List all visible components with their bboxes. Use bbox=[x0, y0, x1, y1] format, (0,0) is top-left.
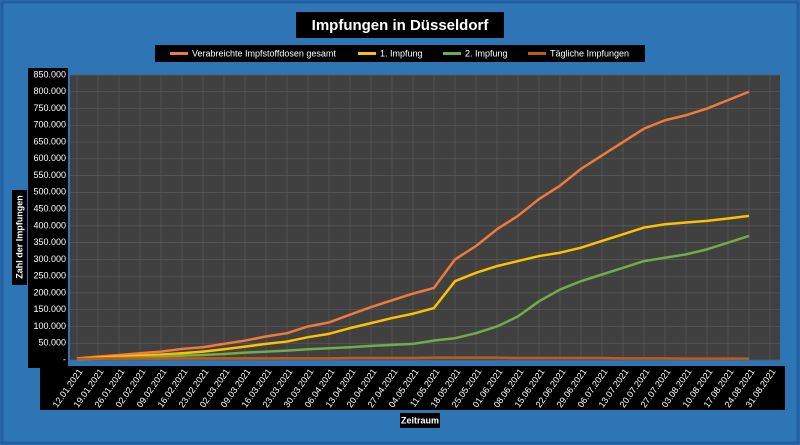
y-tick-label: 450.000 bbox=[33, 203, 66, 213]
y-tick-label: 300.000 bbox=[33, 254, 66, 264]
y-tick-label: - bbox=[63, 354, 66, 364]
y-label-box bbox=[12, 190, 27, 285]
series-line bbox=[76, 214, 750, 361]
y-tick-label: 600.000 bbox=[33, 153, 66, 163]
y-tick-label: 850.000 bbox=[33, 69, 66, 79]
y-axis-label: Zahl der Impfungen bbox=[14, 195, 24, 279]
legend-label: 2. Impfung bbox=[465, 48, 508, 58]
x-axis-band bbox=[40, 366, 785, 410]
series-line bbox=[76, 356, 749, 361]
y-tick-label: 250.000 bbox=[33, 271, 66, 281]
y-tick-label: 350.000 bbox=[33, 237, 66, 247]
y-tick-label: 50.000 bbox=[38, 338, 66, 348]
title-box bbox=[296, 12, 504, 38]
y-tick-label: 500.000 bbox=[33, 187, 66, 197]
y-axis-band bbox=[28, 68, 68, 368]
y-tick-label: 150.000 bbox=[33, 304, 66, 314]
legend-label: Tägliche Impfungen bbox=[550, 48, 629, 58]
y-tick-label: 100.000 bbox=[33, 321, 66, 331]
x-label-box bbox=[400, 413, 440, 428]
series-line bbox=[76, 234, 750, 361]
series-line bbox=[76, 90, 750, 360]
legend-label: 1. Impfung bbox=[380, 48, 423, 58]
y-tick-label: 800.000 bbox=[33, 86, 66, 96]
y-tick-label: 750.000 bbox=[33, 103, 66, 113]
y-tick-label: 200.000 bbox=[33, 287, 66, 297]
chart-title: Impfungen in Düsseldorf bbox=[312, 17, 490, 34]
y-tick-label: 700.000 bbox=[33, 120, 66, 130]
y-tick-label: 650.000 bbox=[33, 136, 66, 146]
legend-box bbox=[155, 45, 645, 62]
y-tick-label: 550.000 bbox=[33, 170, 66, 180]
x-axis-label: Zeitraum bbox=[401, 415, 439, 425]
legend-label: Verabreichte Impfstoffdosen gesamt bbox=[192, 48, 336, 58]
y-tick-label: 400.000 bbox=[33, 220, 66, 230]
